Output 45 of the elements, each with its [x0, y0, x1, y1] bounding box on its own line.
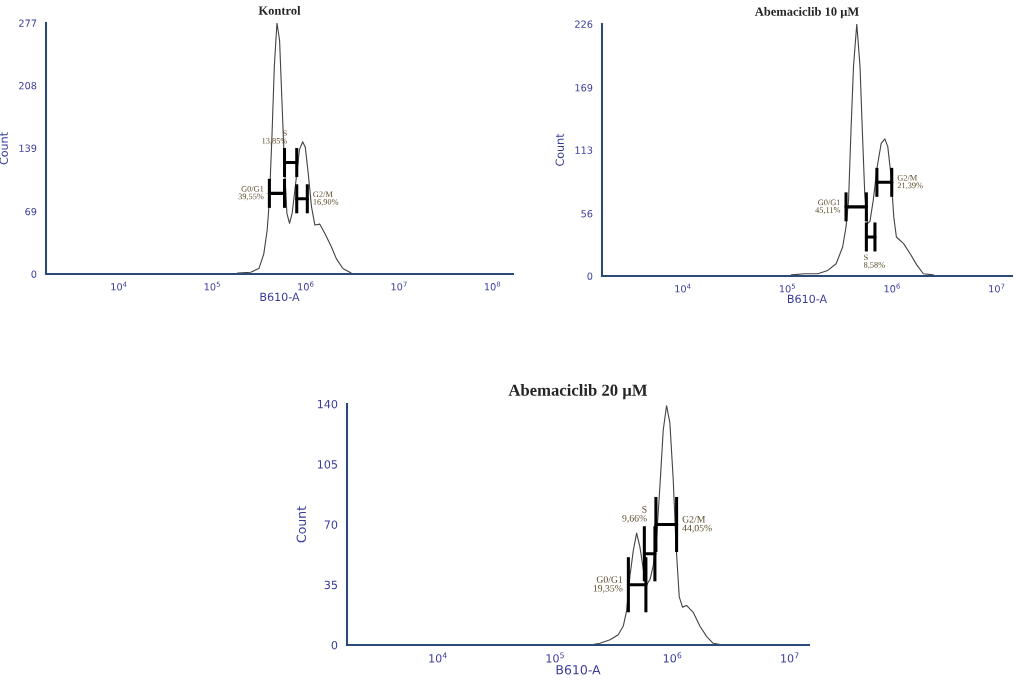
- x-tick-label: 10$^{8}$: [484, 281, 501, 291]
- x-axis-title: B610-A: [787, 294, 827, 304]
- y-tick-label: 56: [581, 210, 593, 218]
- y-tick-label: 139: [19, 144, 37, 152]
- y-tick-label: 35: [324, 580, 337, 590]
- y-tick-label: 69: [25, 207, 37, 216]
- y-tick-label: 226: [575, 20, 593, 28]
- x-tick-label: 10$^{6}$: [884, 283, 900, 293]
- annotation: G2/M 16,90%: [313, 191, 339, 206]
- y-tick-label: 169: [575, 84, 593, 92]
- x-tick-label: 10$^{5}$: [779, 283, 796, 293]
- x-axis-title: B610-A: [260, 292, 300, 302]
- y-tick-label: 113: [575, 146, 593, 154]
- y-tick-label: 0: [587, 272, 593, 280]
- x-tick-label: 10$^{7}$: [989, 283, 1005, 293]
- y-axis-title: Count: [0, 132, 8, 165]
- y-tick-label: 277: [19, 19, 37, 27]
- y-tick-label: 0: [331, 640, 338, 650]
- x-tick-label: 10$^{6}$: [298, 281, 314, 291]
- x-tick-label: 10$^{7}$: [781, 652, 799, 663]
- x-tick-label: 10$^{6}$: [663, 652, 682, 663]
- y-axis-title: Count: [555, 133, 564, 166]
- x-tick-label: 10$^{4}$: [111, 281, 127, 291]
- chart-title: Abemaciclib 10 µM: [754, 6, 859, 19]
- annotation: S 9,66%: [622, 506, 647, 523]
- x-tick-label: 10$^{4}$: [675, 283, 691, 293]
- chart-title: Kontrol: [258, 5, 301, 15]
- annotation: G0/G1 19,35%: [593, 576, 623, 593]
- chart-title: Abemaciclib 20 µM: [508, 384, 648, 400]
- x-tick-label: 10$^{7}$: [391, 281, 407, 291]
- annotation: S 8,58%: [863, 254, 885, 269]
- y-tick-label: 208: [19, 82, 37, 90]
- y-tick-label: 70: [324, 520, 338, 529]
- annotation: G0/G1 45,11%: [815, 199, 841, 214]
- annotation: G0/G1 39,55%: [238, 186, 264, 201]
- y-tick-label: 105: [317, 460, 337, 469]
- x-axis-title: B610-A: [556, 665, 601, 675]
- x-tick-label: 10$^{5}$: [546, 652, 564, 663]
- x-tick-label: 10$^{5}$: [204, 281, 220, 291]
- y-tick-label: 140: [317, 399, 338, 409]
- y-tick-label: 0: [31, 270, 37, 278]
- annotation: G2/M 21,39%: [897, 175, 923, 190]
- annotation: G2/M 44,05%: [682, 515, 712, 533]
- x-tick-label: 10$^{4}$: [429, 652, 447, 663]
- y-axis-title: Count: [296, 506, 307, 543]
